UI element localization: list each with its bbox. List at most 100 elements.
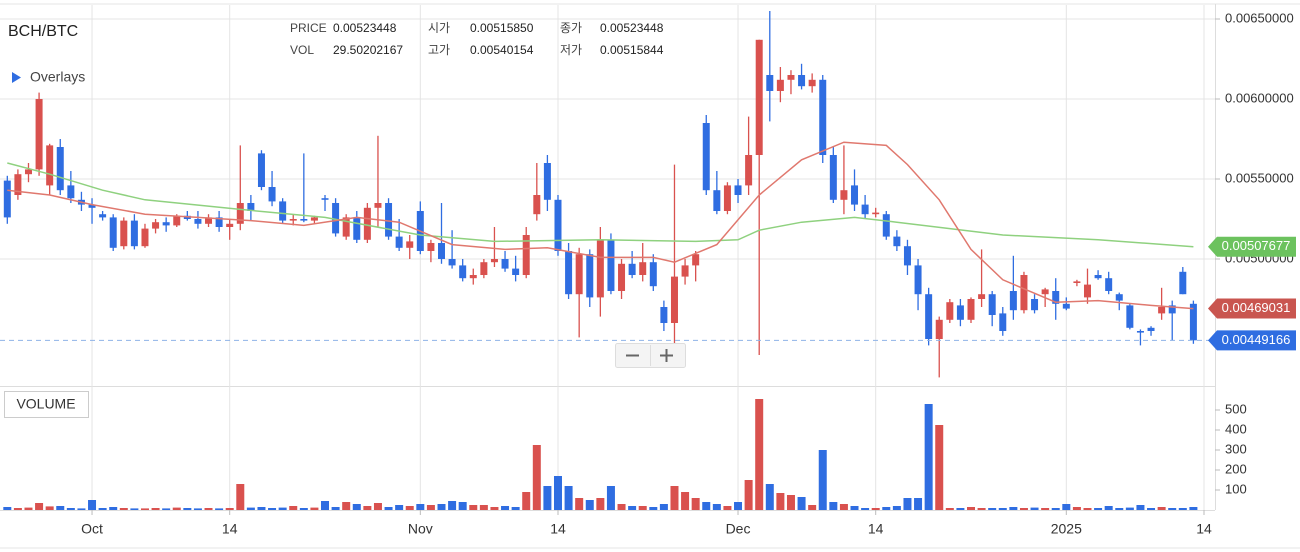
- candle-body: [3, 180, 11, 218]
- candle-body: [554, 199, 562, 251]
- candle-body: [639, 262, 647, 275]
- candle-body: [385, 203, 393, 237]
- volume-bar: [225, 508, 234, 510]
- volume-bar: [839, 504, 848, 510]
- candle-body: [99, 214, 107, 218]
- candle-body: [215, 217, 223, 227]
- volume-bar: [532, 445, 541, 510]
- volume-bar: [257, 507, 266, 510]
- candle-body: [24, 169, 32, 175]
- candle-body: [840, 190, 848, 200]
- candle-body: [501, 259, 509, 269]
- volume-bar: [448, 501, 457, 510]
- volume-bar: [426, 505, 435, 510]
- candle-body: [1094, 275, 1102, 279]
- volume-bar: [130, 508, 139, 510]
- volume-bar: [871, 508, 880, 510]
- candle-body: [692, 254, 700, 266]
- volume-bar: [606, 486, 615, 510]
- candle-body: [363, 207, 371, 240]
- volume-bar: [193, 508, 202, 510]
- candle-body: [787, 75, 795, 80]
- volume-bar: [56, 506, 65, 510]
- candle-body: [956, 305, 964, 320]
- candle-body: [1158, 307, 1166, 314]
- candle-body: [448, 259, 456, 266]
- volume-bar: [596, 498, 605, 510]
- volume-bar: [585, 500, 594, 510]
- x-tick-label: 14: [222, 521, 238, 537]
- candle-body: [141, 228, 149, 247]
- volume-bar: [1178, 508, 1187, 510]
- volume-bar: [215, 508, 224, 510]
- candle-body: [130, 220, 138, 247]
- candle-body: [205, 217, 213, 224]
- candle-body: [914, 265, 922, 295]
- volume-bar: [1019, 508, 1028, 510]
- info-value: 0.00540154: [470, 43, 534, 57]
- volume-bar: [1072, 507, 1081, 510]
- volume-bar: [553, 476, 562, 510]
- volume-bar: [564, 486, 573, 510]
- candle-body: [565, 251, 573, 295]
- volume-bar: [765, 484, 774, 510]
- candle-body: [734, 185, 742, 195]
- volume-bar: [204, 508, 213, 510]
- info-value: 29.50202167: [333, 43, 403, 57]
- volume-bar: [818, 450, 827, 510]
- volume-bar: [109, 507, 118, 510]
- candle-body: [1020, 275, 1028, 311]
- candle-body: [1105, 278, 1113, 291]
- volume-bar: [1104, 506, 1113, 510]
- candle-body: [257, 153, 265, 187]
- x-tick-label: Oct: [81, 521, 103, 537]
- marks: [0, 11, 1215, 510]
- volume-bar: [405, 506, 414, 510]
- x-tick-label: Dec: [726, 521, 751, 537]
- volume-bar: [342, 502, 351, 510]
- candle-body: [1168, 305, 1176, 314]
- volume-bar: [861, 508, 870, 510]
- volume-bar: [1125, 507, 1134, 510]
- volume-label: VOLUME: [16, 396, 75, 412]
- candle-body: [670, 276, 678, 323]
- moving-average-line: [7, 141, 1194, 310]
- candle-body: [279, 201, 287, 221]
- volume-bar: [384, 507, 393, 510]
- candle-body: [925, 294, 933, 339]
- candle-body: [152, 222, 160, 229]
- candle-body: [586, 254, 594, 298]
- overlays-toggle-icon[interactable]: [12, 72, 21, 83]
- candle-body: [575, 254, 583, 295]
- volume-bar: [35, 503, 44, 510]
- volume-bar: [786, 495, 795, 510]
- volume-bar: [702, 502, 711, 510]
- volume-bar: [903, 498, 912, 510]
- candle-body: [109, 217, 117, 248]
- volume-bar: [416, 504, 425, 510]
- grid: Oct 14 Nov 14 Dec 14 2025 14 0.00650000 0.0060000…: [0, 5, 1294, 537]
- candle-body: [289, 219, 297, 221]
- chart-title: BCH/BTC: [8, 23, 78, 40]
- candle-body: [681, 265, 689, 277]
- volume-bar: [289, 506, 298, 510]
- candle-body: [596, 239, 604, 298]
- volume-bar: [882, 507, 891, 510]
- price-badge: [1208, 236, 1296, 257]
- volume-bar: [24, 507, 33, 510]
- volume-tick-label: 100: [1225, 481, 1247, 496]
- candle-body: [872, 212, 880, 215]
- volume-bar: [1189, 507, 1198, 510]
- candle-body: [1062, 303, 1070, 309]
- candle-body: [406, 241, 414, 248]
- candle-body: [342, 217, 350, 237]
- volume-bar: [511, 507, 520, 510]
- candle-body: [459, 265, 467, 279]
- x-tick-label: 14: [868, 521, 884, 537]
- candle-body: [374, 203, 382, 208]
- volume-bar: [977, 508, 986, 510]
- candle-body: [1073, 281, 1081, 283]
- overlays-toggle[interactable]: Overlays: [30, 69, 85, 85]
- candle-body: [438, 243, 446, 259]
